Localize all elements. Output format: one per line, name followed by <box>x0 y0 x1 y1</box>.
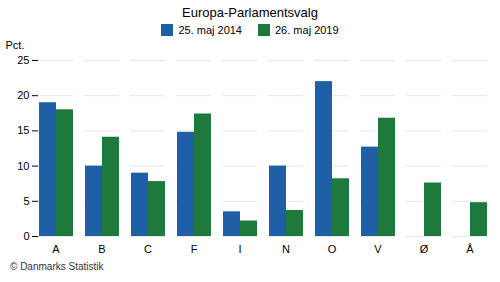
svg-text:25: 25 <box>17 54 29 66</box>
svg-text:N: N <box>282 243 290 255</box>
svg-text:10: 10 <box>17 160 29 172</box>
svg-text:Ø: Ø <box>420 243 429 255</box>
html-text:25. maj 2014: 25. maj 2014 <box>178 24 242 36</box>
svg-text:V: V <box>374 243 382 255</box>
html-text:26. maj 2019: 26. maj 2019 <box>275 24 339 36</box>
svg-text:Pct.: Pct. <box>6 39 25 51</box>
html-text:© Danmarks Statistik: © Danmarks Statistik <box>10 261 104 272</box>
svg-text:F: F <box>191 243 198 255</box>
html-text:Europa-Parlamentsvalg: Europa-Parlamentsvalg <box>182 5 318 20</box>
svg-text:B: B <box>98 243 105 255</box>
svg-text:I: I <box>238 243 241 255</box>
svg-text:15: 15 <box>17 124 29 136</box>
svg-text:A: A <box>52 243 60 255</box>
svg-text:0: 0 <box>23 230 29 242</box>
svg-text:5: 5 <box>23 195 29 207</box>
svg-text:20: 20 <box>17 89 29 101</box>
svg-text:C: C <box>144 243 152 255</box>
svg-text:O: O <box>328 243 337 255</box>
svg-text:Å: Å <box>466 243 474 255</box>
